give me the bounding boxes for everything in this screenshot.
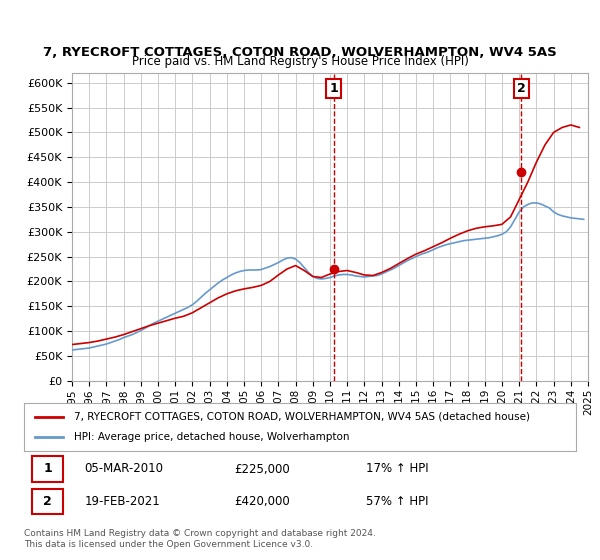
Text: Price paid vs. HM Land Registry's House Price Index (HPI): Price paid vs. HM Land Registry's House … — [131, 55, 469, 68]
Text: 2: 2 — [43, 494, 52, 508]
Text: 1: 1 — [43, 463, 52, 475]
FancyBboxPatch shape — [32, 488, 62, 514]
Text: 19-FEB-2021: 19-FEB-2021 — [85, 494, 160, 508]
Text: 05-MAR-2010: 05-MAR-2010 — [85, 463, 164, 475]
Text: 2: 2 — [517, 82, 526, 95]
Text: Contains HM Land Registry data © Crown copyright and database right 2024.
This d: Contains HM Land Registry data © Crown c… — [24, 529, 376, 549]
Text: HPI: Average price, detached house, Wolverhampton: HPI: Average price, detached house, Wolv… — [74, 432, 349, 442]
Text: 7, RYECROFT COTTAGES, COTON ROAD, WOLVERHAMPTON, WV4 5AS (detached house): 7, RYECROFT COTTAGES, COTON ROAD, WOLVER… — [74, 412, 530, 422]
Text: £420,000: £420,000 — [234, 494, 290, 508]
Text: 57% ↑ HPI: 57% ↑ HPI — [366, 494, 429, 508]
Text: 17% ↑ HPI: 17% ↑ HPI — [366, 463, 429, 475]
Text: 1: 1 — [329, 82, 338, 95]
Text: 7, RYECROFT COTTAGES, COTON ROAD, WOLVERHAMPTON, WV4 5AS: 7, RYECROFT COTTAGES, COTON ROAD, WOLVER… — [43, 46, 557, 59]
FancyBboxPatch shape — [32, 456, 62, 482]
Text: £225,000: £225,000 — [234, 463, 290, 475]
